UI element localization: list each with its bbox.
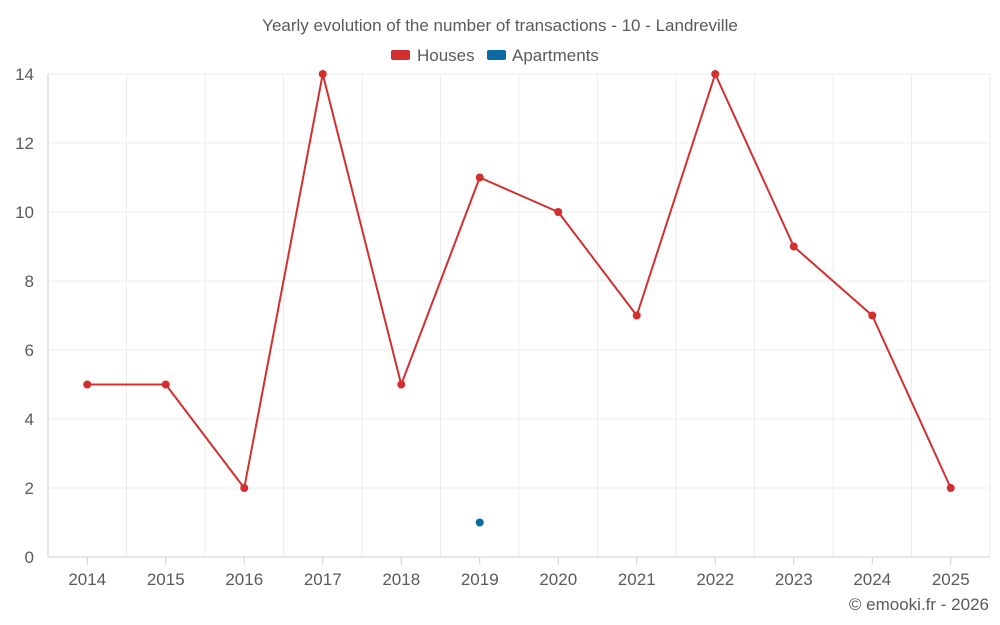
credit-text: © emooki.fr - 2026 [849, 595, 989, 614]
data-point-houses-2015[interactable] [161, 380, 170, 389]
legend-item-apartments[interactable]: Apartments [487, 46, 599, 65]
legend-swatch-apartments [487, 50, 506, 60]
x-tick-label: 2022 [696, 570, 734, 589]
x-tick-label: 2019 [461, 570, 499, 589]
data-point-houses-2023[interactable] [789, 242, 798, 251]
series-apartments [475, 518, 484, 527]
y-tick-label: 8 [25, 272, 34, 291]
y-axis-tick-labels: 0 2 4 6 8 10 12 14 [15, 65, 34, 567]
data-point-houses-2020[interactable] [554, 208, 563, 216]
y-tick-label: 14 [15, 65, 34, 84]
y-tick-label: 10 [15, 203, 34, 222]
legend-item-houses[interactable]: Houses [391, 46, 475, 65]
y-tick-label: 4 [25, 410, 34, 429]
y-tick-label: 0 [25, 548, 34, 567]
data-point-houses-2022[interactable] [711, 70, 720, 78]
x-tick-label: 2023 [775, 570, 813, 589]
x-tick-label: 2014 [68, 570, 106, 589]
legend-swatch-houses [391, 50, 410, 60]
x-tick-label: 2020 [539, 570, 577, 589]
x-tick-label: 2021 [618, 570, 656, 589]
x-axis-tick-labels: 2014 2015 2016 2017 2018 2019 2020 2021 2022 2023… [68, 570, 969, 589]
x-tick-label: 2015 [147, 570, 185, 589]
grid-lines [48, 73, 991, 557]
legend: Houses Apartments [391, 46, 599, 65]
data-point-houses-2017[interactable] [318, 70, 327, 78]
y-tick-label: 2 [25, 479, 34, 498]
series-houses [83, 70, 955, 492]
data-point-houses-2019[interactable] [475, 173, 484, 182]
series-layer [83, 70, 955, 527]
data-point-apartments-2019[interactable] [475, 518, 484, 527]
x-tick-label: 2018 [382, 570, 420, 589]
legend-label-apartments: Apartments [512, 46, 599, 65]
data-point-houses-2021[interactable] [632, 311, 641, 320]
x-tick-label: 2024 [853, 570, 891, 589]
y-tick-label: 12 [15, 134, 34, 153]
x-tick-label: 2016 [225, 570, 263, 589]
x-tick-label: 2017 [304, 570, 342, 589]
data-point-houses-2025[interactable] [946, 484, 955, 492]
x-tick-label: 2025 [932, 570, 970, 589]
data-point-houses-2016[interactable] [240, 484, 249, 492]
y-tick-label: 6 [25, 341, 34, 360]
data-point-houses-2018[interactable] [397, 380, 406, 389]
series-line-houses [87, 73, 952, 489]
legend-label-houses: Houses [417, 46, 475, 65]
axes [47, 74, 990, 565]
chart-title: Yearly evolution of the number of transa… [262, 16, 738, 35]
data-point-houses-2014[interactable] [83, 380, 92, 389]
data-point-houses-2024[interactable] [868, 311, 877, 320]
